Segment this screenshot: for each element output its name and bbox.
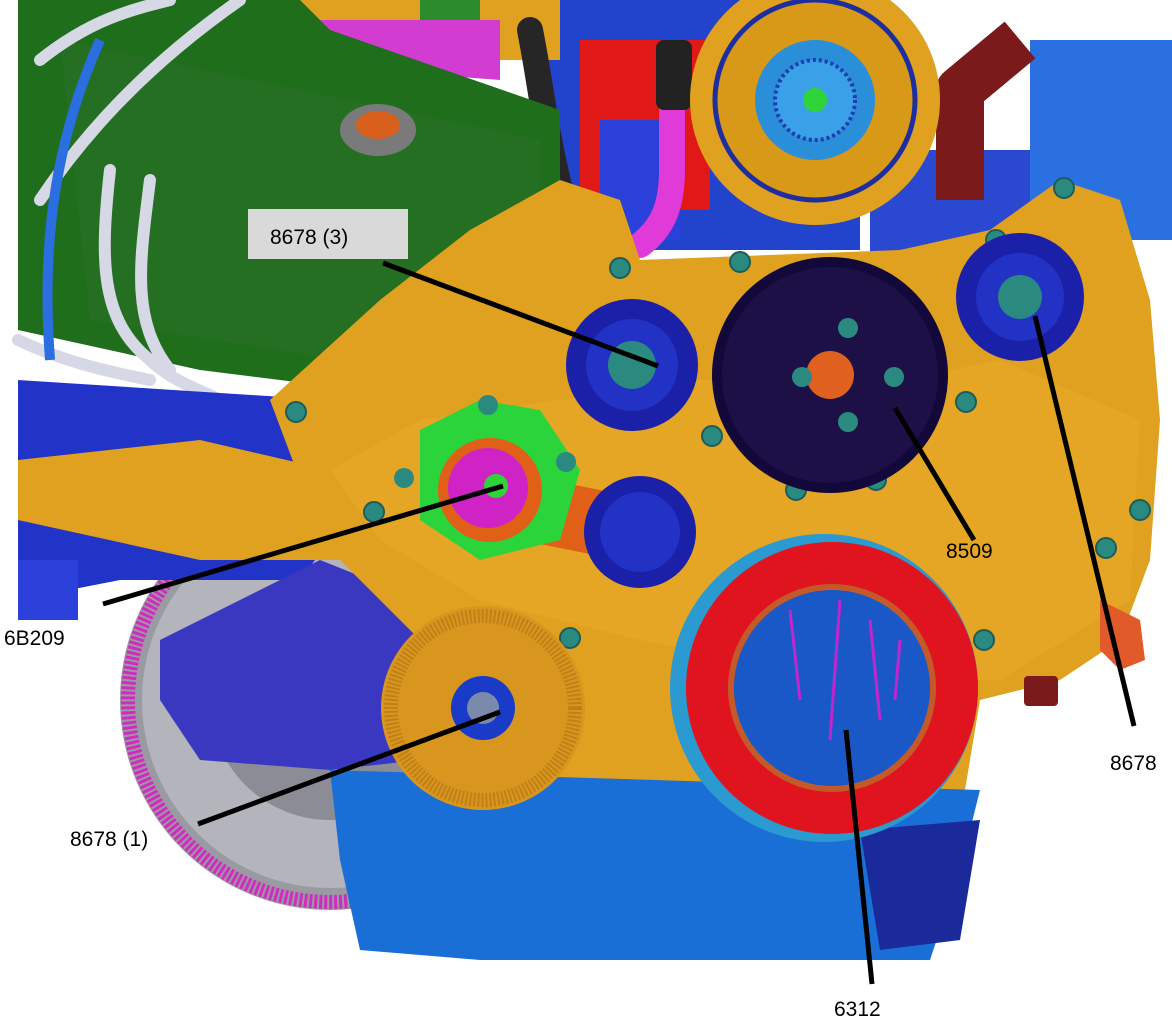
leader-line-8678-3 (382, 260, 659, 369)
callout-label-6312: 6312 (834, 998, 881, 1021)
leader-line-6B209 (102, 483, 504, 607)
callout-label-8678-3: 8678 (3) (270, 226, 348, 249)
callout-box-8678-3 (248, 209, 408, 259)
idler-pulley-right (956, 233, 1084, 361)
sensor-arm (394, 395, 696, 588)
idler-pulley-upper (566, 299, 698, 431)
crankshaft-damper (670, 534, 978, 842)
idler-pulley-lower (381, 606, 585, 810)
leader-line-8509 (892, 406, 977, 542)
callout-label-8678-1: 8678 (1) (70, 828, 148, 851)
water-pump-pulley (712, 257, 948, 493)
right-sensor (1024, 676, 1058, 706)
callouts: 8678 (3) 8509 8678 6B209 8678 (1) 6312 (4, 209, 1157, 1021)
leader-line-8678-right (1032, 315, 1137, 727)
callout-label-6B209: 6B209 (4, 627, 65, 650)
accessory-bracket (160, 560, 420, 770)
left-lower-parts (18, 380, 360, 620)
alternator (690, 0, 940, 225)
callout-label-8678-right: 8678 (1110, 752, 1157, 775)
leader-line-6312 (843, 729, 875, 985)
callout-label-8509: 8509 (946, 540, 993, 563)
leader-line-8678-1 (197, 709, 501, 827)
blue-line (42, 37, 105, 361)
engine-illustration (12, 0, 1172, 960)
